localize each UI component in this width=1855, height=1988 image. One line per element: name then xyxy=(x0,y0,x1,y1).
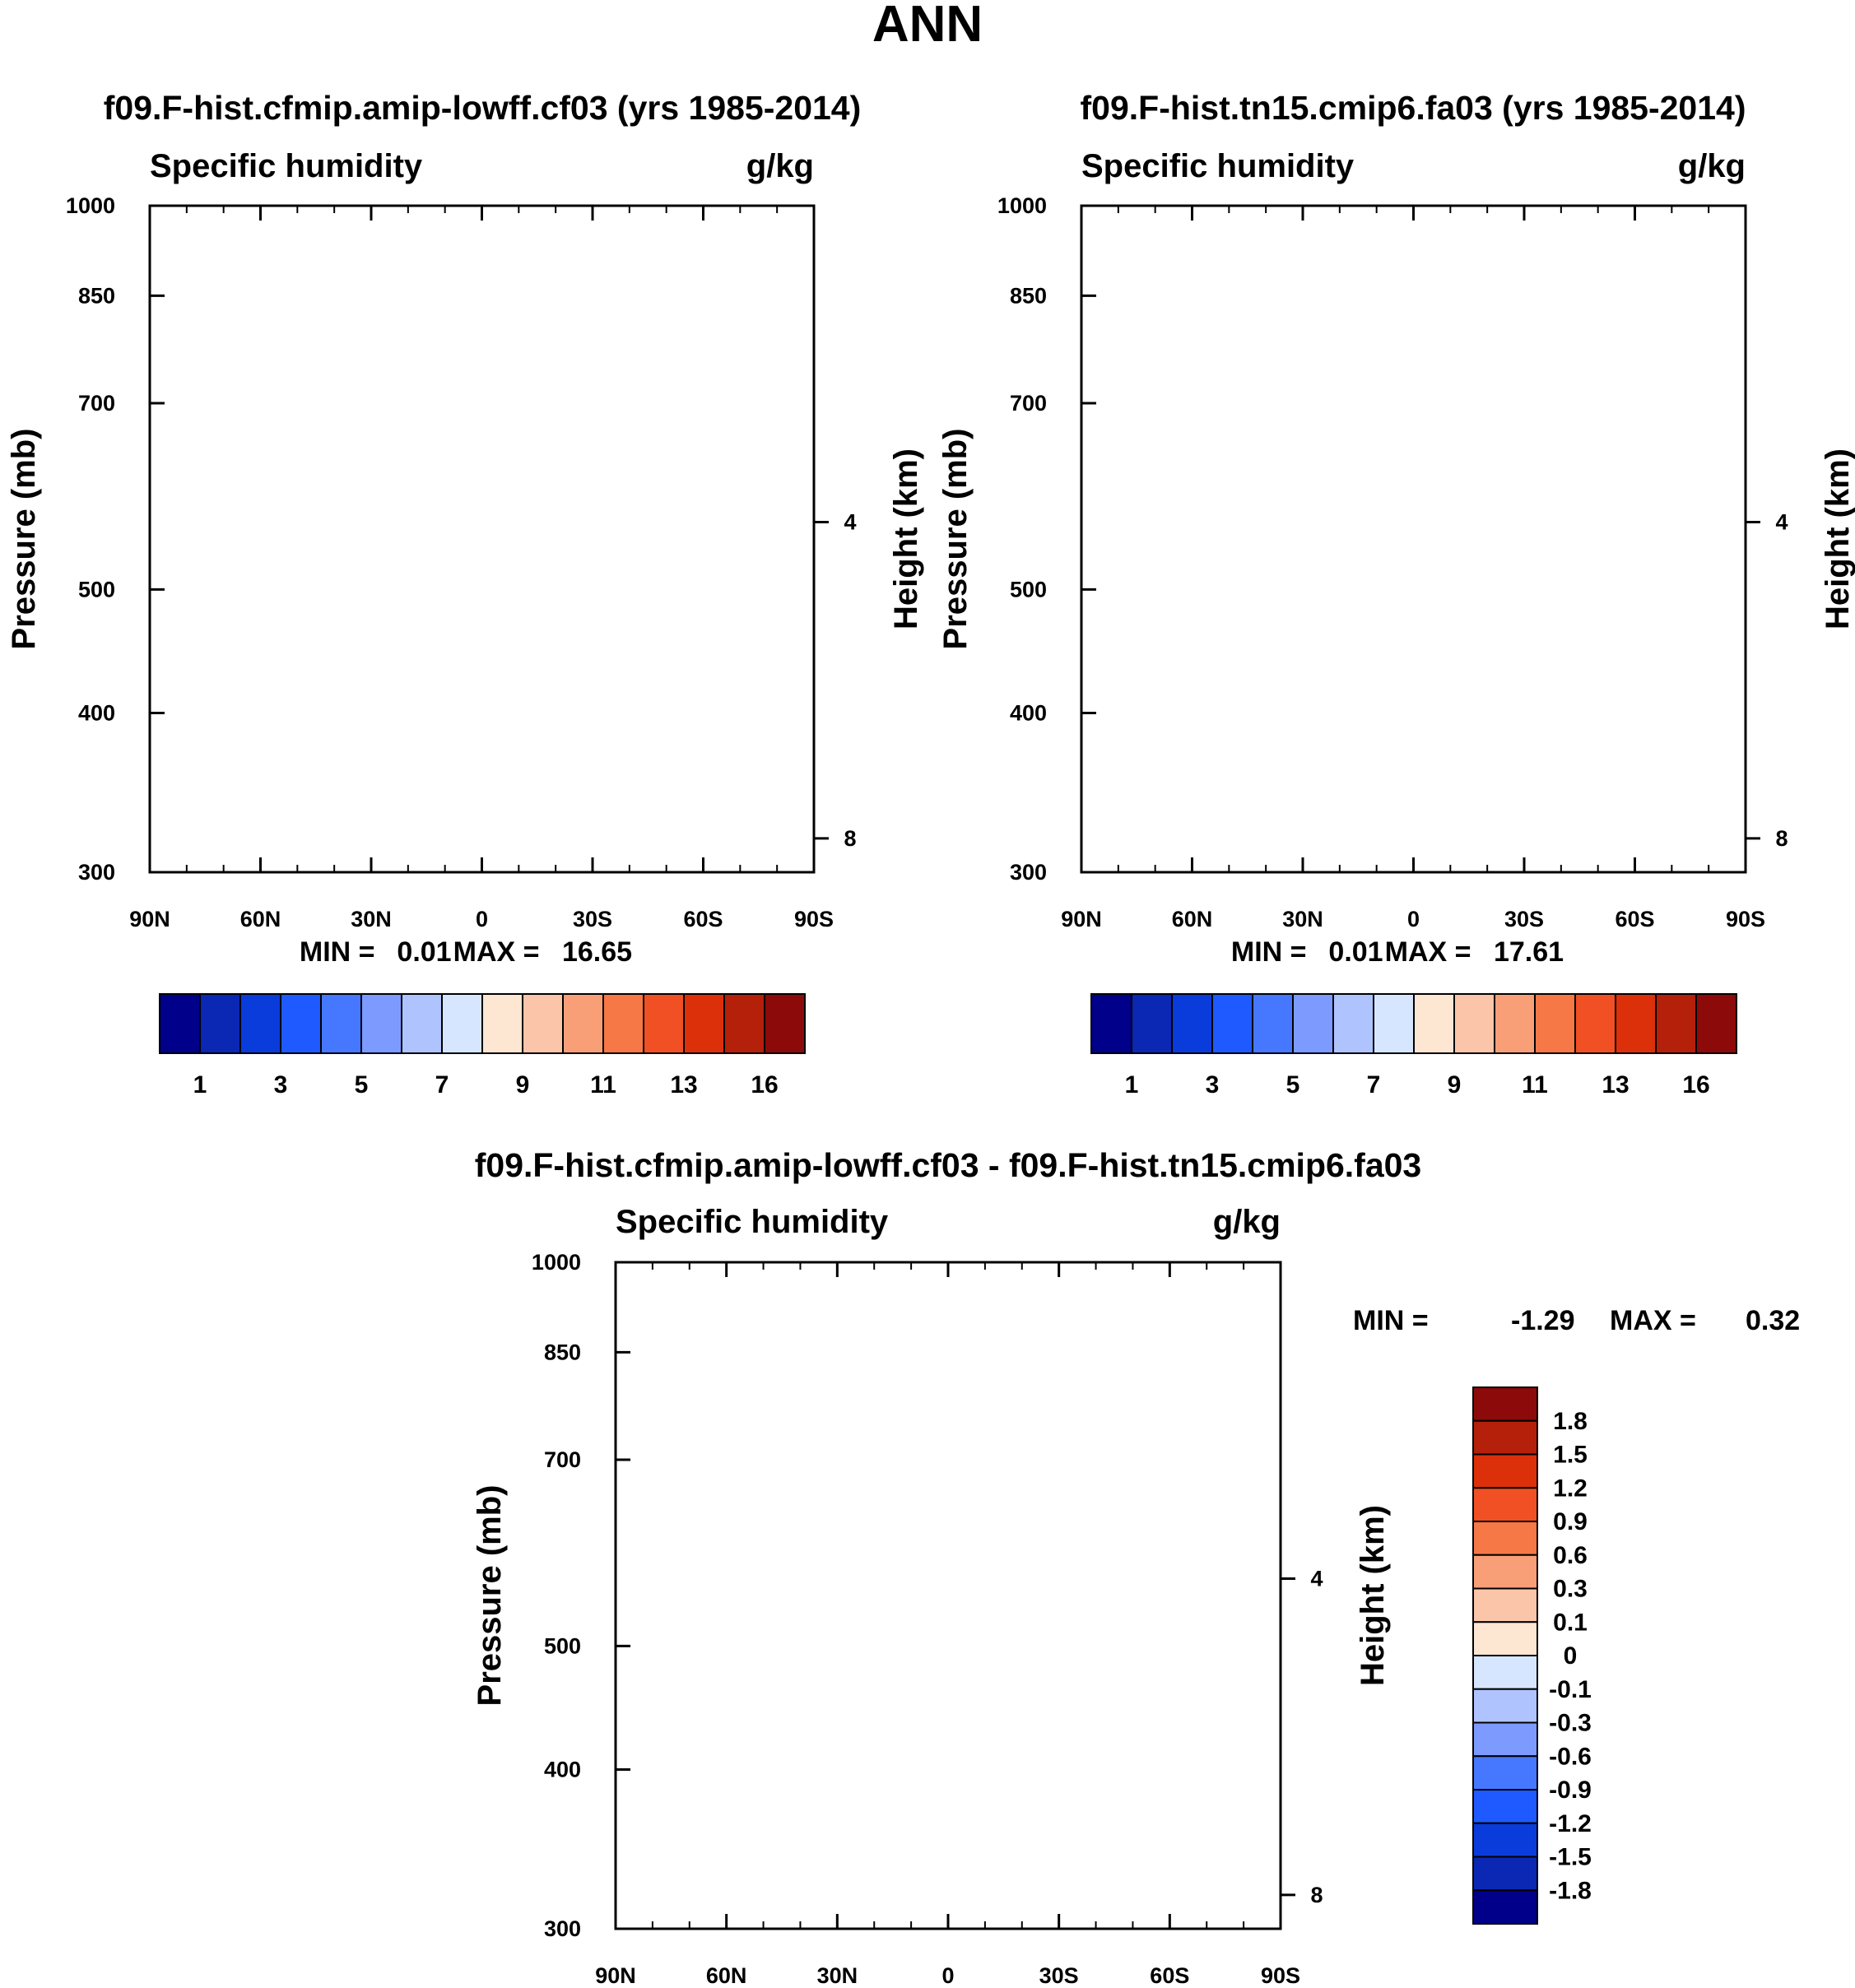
contour-field xyxy=(658,220,814,872)
figure-title: ANN xyxy=(872,0,983,53)
panel-1: f09.F-hist.cfmip.amip-lowff.cf03 (yrs 19… xyxy=(6,89,924,1099)
panel-subtitle: f09.F-hist.cfmip.amip-lowff.cf03 (yrs 19… xyxy=(104,89,862,127)
panels: f09.F-hist.cfmip.amip-lowff.cf03 (yrs 19… xyxy=(6,89,1855,1988)
units-label: g/kg xyxy=(746,148,814,184)
variable-label: Specific humidity xyxy=(150,148,423,184)
